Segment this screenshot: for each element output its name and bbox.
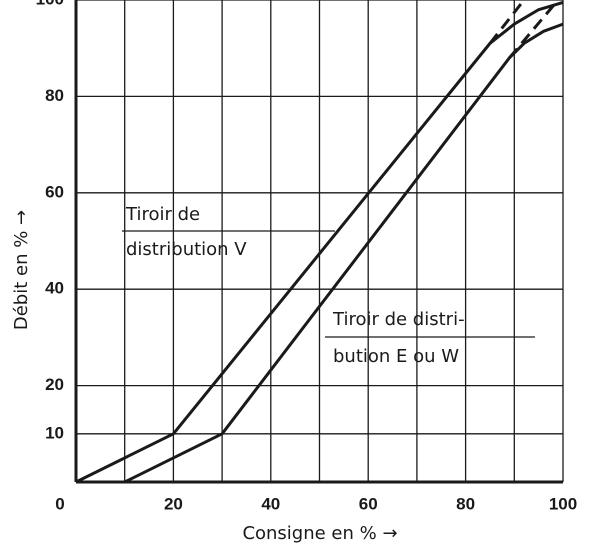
annotation: bution E ou W [333,346,459,367]
line [488,0,526,45]
y-tick-label: 40 [45,279,64,298]
y-tick-label: 100 [36,0,64,8]
line [75,0,564,484]
annotation: Tiroir de distri- [332,309,465,330]
y-tick-label: 60 [45,182,64,201]
x-tick-label: 20 [164,494,183,513]
x-tick-label: 0 [55,494,64,513]
x-tick-label: 80 [456,494,475,513]
annotation: Tiroir de [125,204,200,225]
x-tick-label: 60 [359,494,378,513]
x-axis-title: Consigne en % → [242,523,397,544]
annotation: distribution V [126,239,247,260]
line [508,0,560,59]
y-tick-label: 10 [45,423,64,442]
y-axis-title: Débit en % → [11,210,32,330]
x-tick-label: 100 [549,494,577,513]
y-tick-label: 80 [45,86,64,105]
y-tick-label: 20 [45,375,64,394]
x-tick-label: 40 [261,494,280,513]
